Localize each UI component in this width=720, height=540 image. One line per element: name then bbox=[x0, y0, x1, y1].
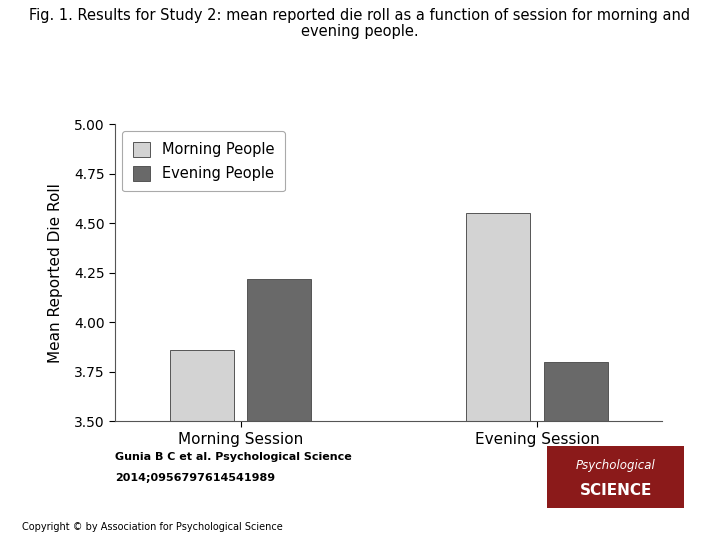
Text: Copyright © by Association for Psychological Science: Copyright © by Association for Psycholog… bbox=[22, 522, 282, 532]
Legend: Morning People, Evening People: Morning People, Evening People bbox=[122, 132, 284, 192]
Bar bbox=[170, 350, 234, 421]
Text: SCIENCE: SCIENCE bbox=[580, 483, 652, 498]
Text: Fig. 1. Results for Study 2: mean reported die roll as a function of session for: Fig. 1. Results for Study 2: mean report… bbox=[30, 8, 690, 23]
Text: Gunia B C et al. Psychological Science: Gunia B C et al. Psychological Science bbox=[115, 451, 352, 462]
Bar bbox=[544, 362, 608, 421]
Text: 2014;0956797614541989: 2014;0956797614541989 bbox=[115, 473, 275, 483]
Bar bbox=[248, 279, 311, 421]
Text: evening people.: evening people. bbox=[301, 24, 419, 39]
Bar bbox=[467, 213, 530, 421]
Text: Psychological: Psychological bbox=[576, 459, 655, 472]
Y-axis label: Mean Reported Die Roll: Mean Reported Die Roll bbox=[48, 183, 63, 363]
